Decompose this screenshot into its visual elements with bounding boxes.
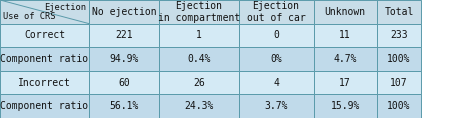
Text: Ejection
out of car: Ejection out of car xyxy=(247,1,306,23)
Text: Ejection: Ejection xyxy=(44,3,86,12)
Text: Component ratio: Component ratio xyxy=(0,54,88,64)
Text: 26: 26 xyxy=(193,78,205,88)
Bar xyxy=(159,47,239,71)
Text: Incorrect: Incorrect xyxy=(18,78,71,88)
Text: 107: 107 xyxy=(390,78,408,88)
Text: 94.9%: 94.9% xyxy=(110,54,139,64)
Bar xyxy=(0,47,89,71)
Text: 60: 60 xyxy=(118,78,130,88)
Text: 0%: 0% xyxy=(270,54,282,64)
Text: Component ratio: Component ratio xyxy=(0,101,88,111)
Bar xyxy=(377,47,421,71)
Text: 1: 1 xyxy=(196,30,202,40)
Text: Total: Total xyxy=(384,7,414,17)
Text: Unknown: Unknown xyxy=(325,7,366,17)
Bar xyxy=(314,24,377,47)
Bar xyxy=(159,71,239,94)
Text: 0: 0 xyxy=(273,30,279,40)
Bar xyxy=(239,0,314,24)
Text: No ejection: No ejection xyxy=(92,7,156,17)
Bar xyxy=(239,24,314,47)
Bar xyxy=(377,94,421,118)
Bar xyxy=(314,47,377,71)
Bar xyxy=(0,94,89,118)
Bar xyxy=(159,94,239,118)
Bar xyxy=(89,0,159,24)
Bar xyxy=(159,24,239,47)
Text: 221: 221 xyxy=(115,30,133,40)
Text: 233: 233 xyxy=(390,30,408,40)
Bar xyxy=(314,0,377,24)
Text: 15.9%: 15.9% xyxy=(330,101,360,111)
Text: 24.3%: 24.3% xyxy=(184,101,213,111)
Bar xyxy=(314,94,377,118)
Bar xyxy=(239,71,314,94)
Text: 17: 17 xyxy=(339,78,351,88)
Text: 56.1%: 56.1% xyxy=(110,101,139,111)
Bar xyxy=(239,94,314,118)
Bar xyxy=(377,24,421,47)
Text: 100%: 100% xyxy=(387,101,411,111)
Text: 4.7%: 4.7% xyxy=(333,54,357,64)
Bar xyxy=(89,71,159,94)
Text: Correct: Correct xyxy=(24,30,65,40)
Bar xyxy=(0,71,89,94)
Bar xyxy=(239,47,314,71)
Bar xyxy=(159,0,239,24)
Bar xyxy=(377,0,421,24)
Bar xyxy=(0,0,89,24)
Bar xyxy=(0,24,89,47)
Text: 11: 11 xyxy=(339,30,351,40)
Bar xyxy=(89,94,159,118)
Text: 0.4%: 0.4% xyxy=(187,54,211,64)
Text: Use of CRS: Use of CRS xyxy=(3,12,55,21)
Bar xyxy=(89,24,159,47)
Text: 4: 4 xyxy=(273,78,279,88)
Text: 100%: 100% xyxy=(387,54,411,64)
Bar xyxy=(89,47,159,71)
Text: Ejection
in compartment: Ejection in compartment xyxy=(158,1,240,23)
Bar xyxy=(377,71,421,94)
Bar xyxy=(314,71,377,94)
Text: 3.7%: 3.7% xyxy=(264,101,288,111)
